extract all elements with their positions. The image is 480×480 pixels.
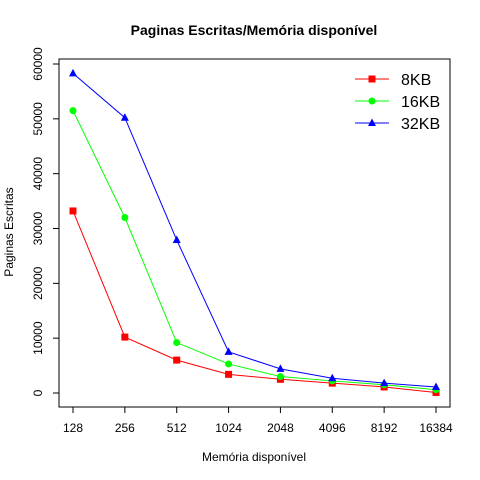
data-point — [70, 207, 77, 214]
x-tick-label: 1024 — [215, 421, 242, 435]
y-tick-label: 0 — [31, 389, 45, 396]
legend-label: 8KB — [401, 72, 431, 89]
x-tick-label: 16384 — [419, 421, 453, 435]
x-axis: 128 256 512 1024 2048 4096 8192 16384 — [63, 407, 453, 435]
x-tick-label: 128 — [63, 421, 83, 435]
data-point — [121, 214, 128, 221]
data-point — [173, 339, 180, 346]
y-tick-label: 20000 — [31, 266, 45, 300]
y-axis-label: Paginas Escritas — [2, 187, 16, 276]
legend-item-16kb: 16KB — [355, 94, 440, 111]
y-tick-label: 50000 — [31, 102, 45, 136]
data-point — [121, 113, 129, 121]
legend-marker — [368, 119, 376, 127]
chart-title: Paginas Escritas/Memória disponível — [131, 22, 378, 38]
legend-item-8kb: 8KB — [355, 72, 431, 89]
legend-marker — [369, 98, 376, 105]
x-tick-label: 2048 — [267, 421, 294, 435]
y-tick-label: 30000 — [31, 211, 45, 245]
x-tick-label: 8192 — [371, 421, 398, 435]
series-8kb — [70, 207, 440, 395]
x-tick-label: 256 — [115, 421, 135, 435]
y-tick-label: 40000 — [31, 157, 45, 191]
data-point — [225, 371, 232, 378]
data-point — [173, 236, 181, 244]
y-tick-label: 10000 — [31, 321, 45, 355]
series-32kb — [69, 69, 440, 390]
data-point — [69, 69, 77, 77]
data-point — [121, 334, 128, 341]
data-point — [225, 347, 233, 355]
legend-item-32kb: 32KB — [355, 116, 440, 133]
series-line — [73, 211, 436, 392]
data-point — [173, 357, 180, 364]
data-point — [225, 360, 232, 367]
data-point — [277, 373, 284, 380]
legend-label: 16KB — [401, 94, 440, 111]
series-16kb — [70, 107, 440, 393]
x-tick-label: 4096 — [319, 421, 346, 435]
x-axis-label: Memória disponível — [202, 450, 306, 464]
series-layer — [69, 69, 440, 396]
x-tick-label: 512 — [167, 421, 187, 435]
legend-label: 32KB — [401, 116, 440, 133]
series-line — [73, 111, 436, 390]
data-point — [432, 382, 440, 390]
y-tick-label: 60000 — [31, 47, 45, 81]
y-axis: 0 10000 20000 30000 40000 50000 60000 — [31, 47, 59, 396]
legend: 8KB 16KB 32KB — [355, 72, 440, 133]
legend-marker — [369, 76, 376, 83]
data-point — [70, 107, 77, 114]
